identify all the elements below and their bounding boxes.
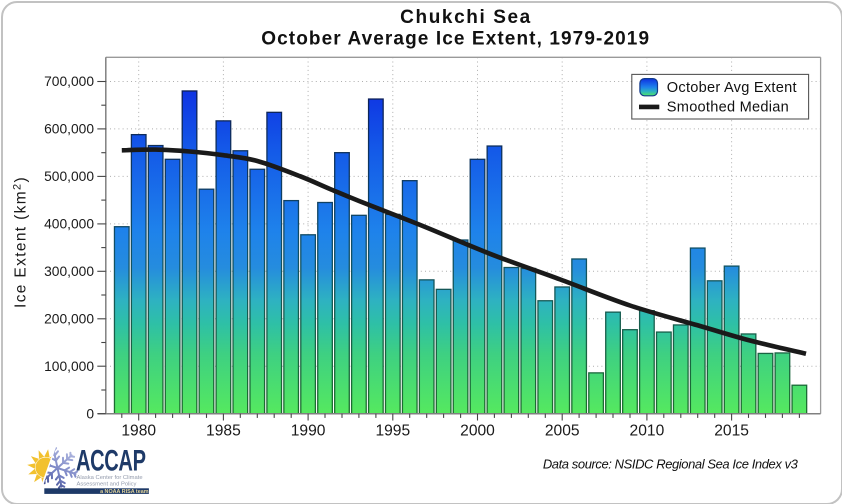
svg-text:0: 0 xyxy=(86,406,94,421)
svg-text:1995: 1995 xyxy=(375,422,410,439)
svg-text:2005: 2005 xyxy=(545,422,580,439)
svg-text:700,000: 700,000 xyxy=(44,74,94,89)
svg-text:ACCAP: ACCAP xyxy=(76,445,146,478)
svg-text:Alaska Center for Climate: Alaska Center for Climate xyxy=(77,475,143,481)
svg-text:Assessment and Policy: Assessment and Policy xyxy=(77,481,137,487)
svg-text:400,000: 400,000 xyxy=(44,217,94,232)
svg-text:Smoothed Median: Smoothed Median xyxy=(667,100,789,116)
svg-text:2015: 2015 xyxy=(714,422,749,439)
svg-text:2010: 2010 xyxy=(630,422,665,439)
svg-text:500,000: 500,000 xyxy=(44,169,94,184)
svg-text:Chukchi Sea: Chukchi Sea xyxy=(400,7,532,28)
svg-text:1980: 1980 xyxy=(121,422,156,439)
svg-text:1990: 1990 xyxy=(291,422,326,439)
svg-text:October Average Ice Extent, 19: October Average Ice Extent, 1979-2019 xyxy=(261,29,650,50)
svg-text:a NOAA RISA team: a NOAA RISA team xyxy=(100,489,149,495)
svg-text:Ice Extent (km2): Ice Extent (km2) xyxy=(12,176,30,308)
svg-text:Data source: NSIDC Regional Se: Data source: NSIDC Regional Sea Ice Inde… xyxy=(543,457,799,472)
svg-text:2000: 2000 xyxy=(460,422,495,439)
svg-text:200,000: 200,000 xyxy=(44,312,94,327)
svg-text:October Avg Extent: October Avg Extent xyxy=(667,80,797,96)
svg-text:300,000: 300,000 xyxy=(44,264,94,279)
svg-text:1985: 1985 xyxy=(206,422,241,439)
svg-text:600,000: 600,000 xyxy=(44,122,94,137)
svg-text:100,000: 100,000 xyxy=(44,359,94,374)
